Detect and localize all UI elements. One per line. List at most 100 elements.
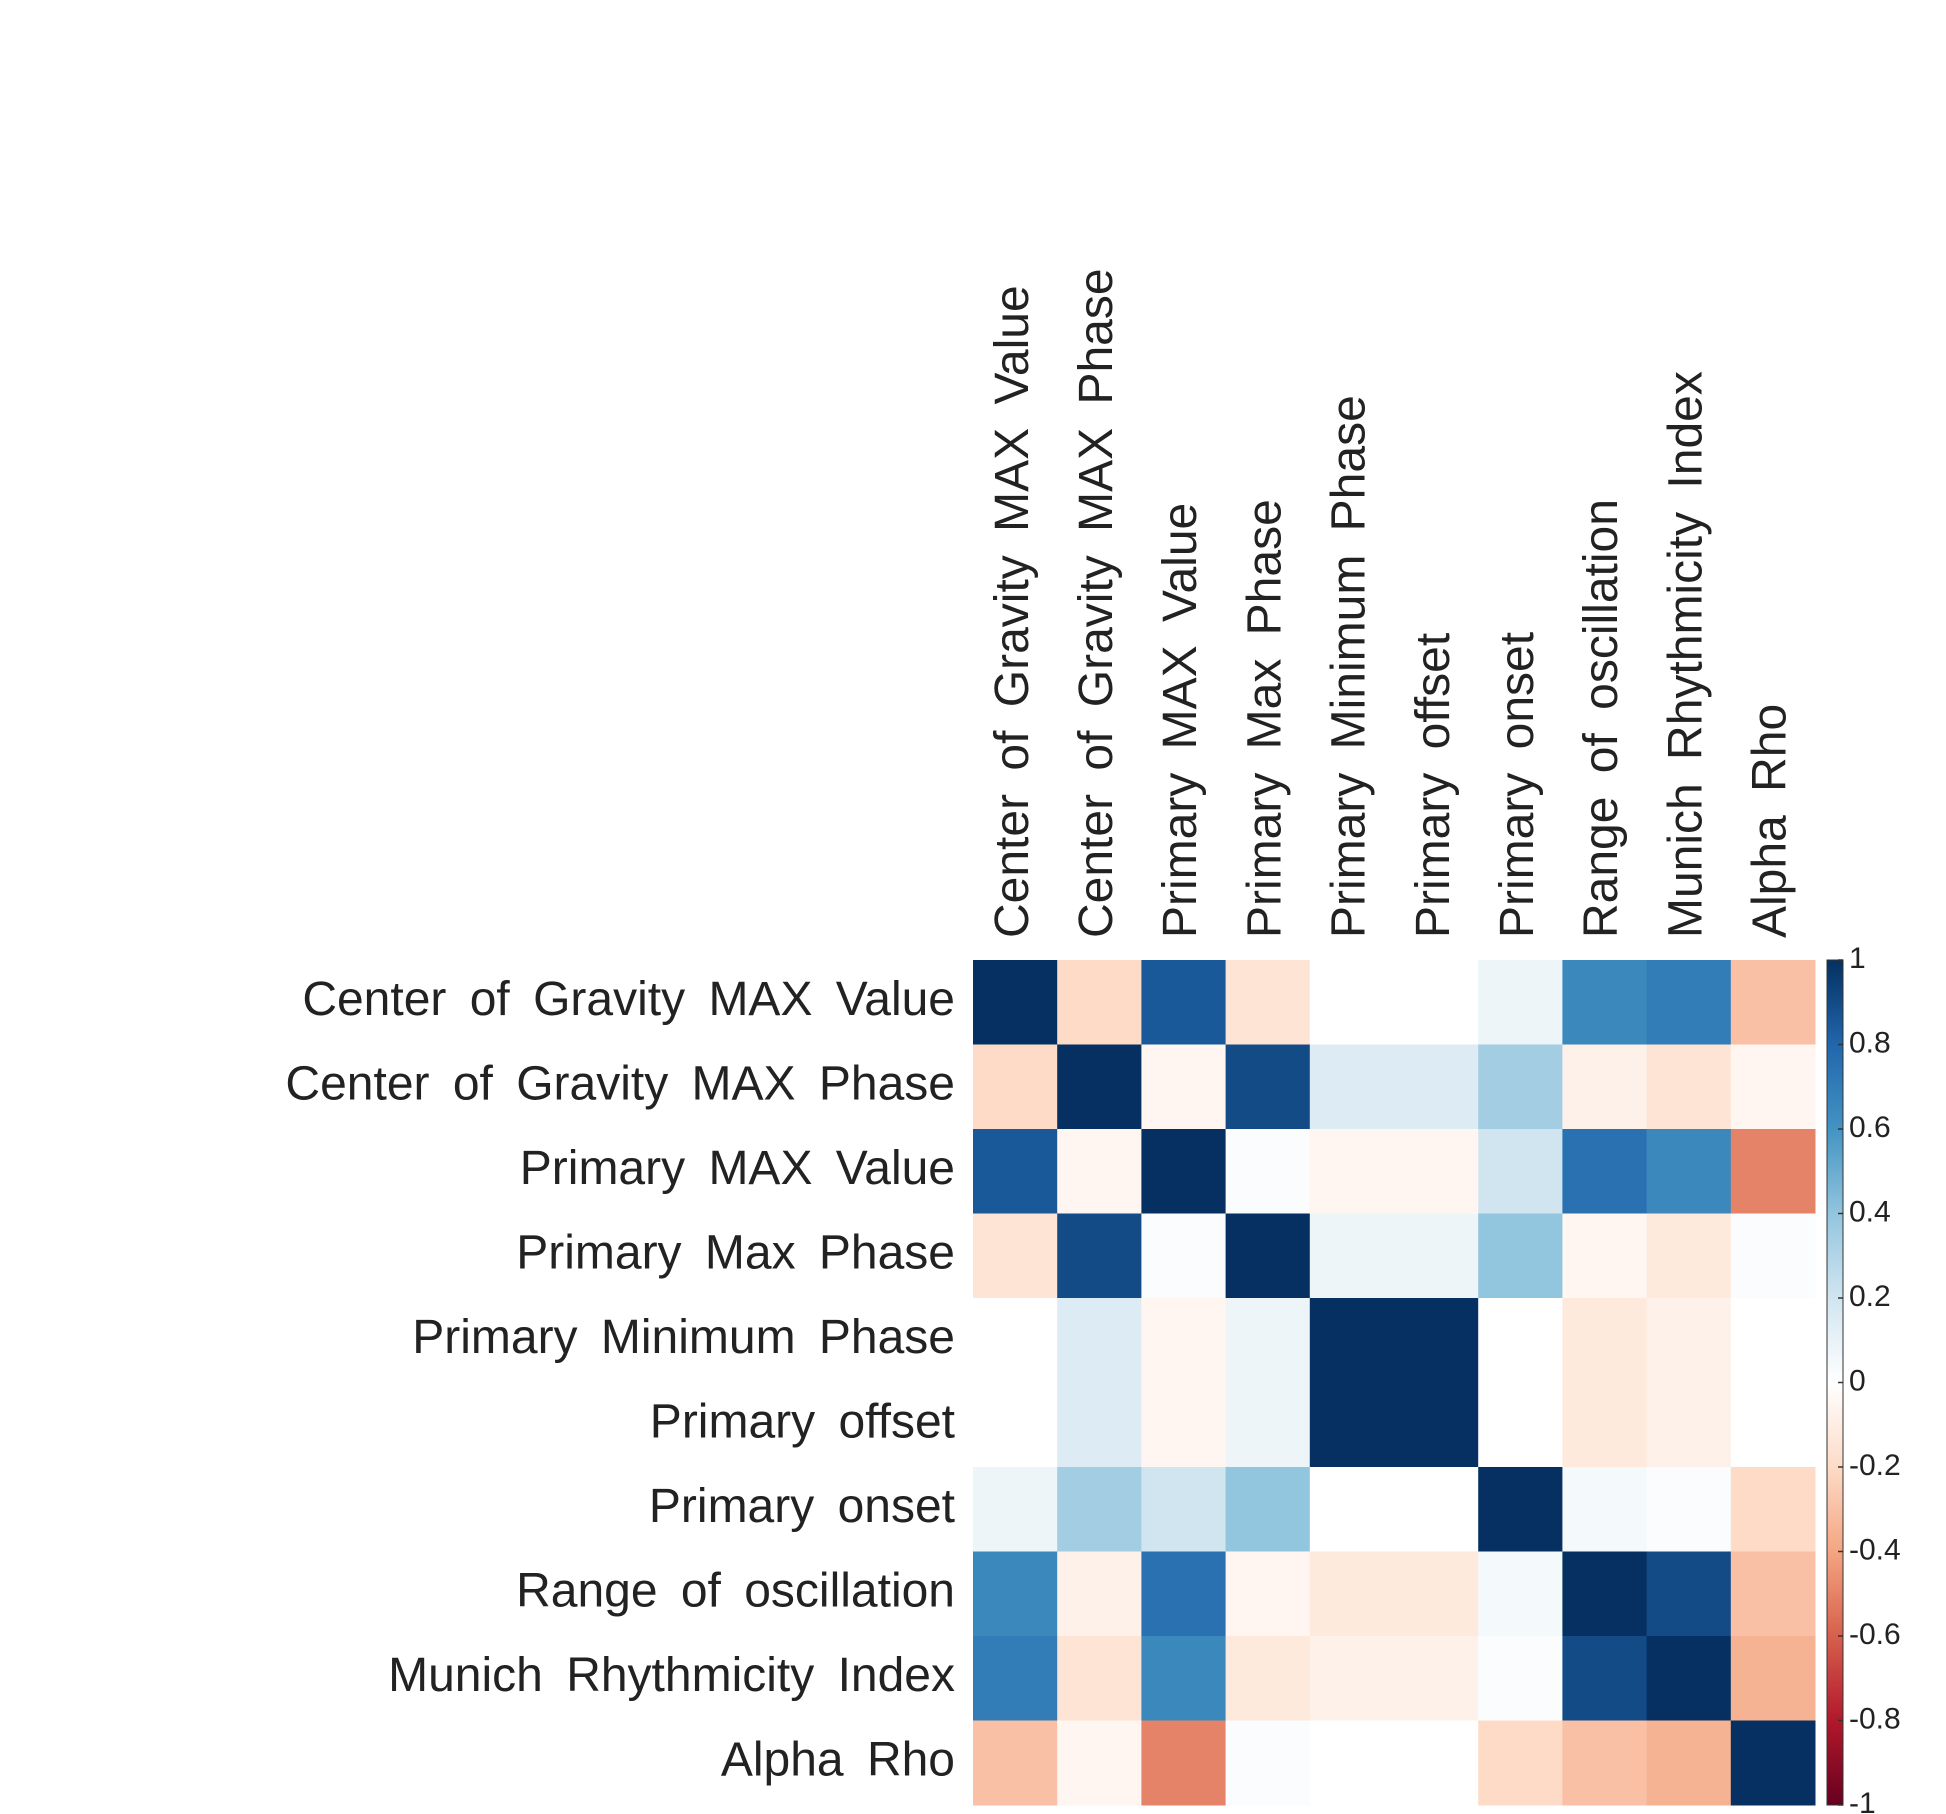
heatmap-cell	[1057, 1382, 1142, 1468]
heatmap-cell	[1141, 1044, 1227, 1130]
heatmap-cell	[1646, 1382, 1732, 1468]
heatmap-cell	[1225, 1213, 1311, 1299]
heatmap-cell	[973, 1720, 1058, 1806]
x-tick-label: Range of oscillation	[1575, 499, 1628, 938]
heatmap-cell	[1646, 960, 1732, 1045]
heatmap-cell	[1646, 1129, 1732, 1214]
heatmap-cell	[1562, 1129, 1648, 1214]
heatmap-cell	[973, 1129, 1058, 1214]
heatmap-cell	[1394, 960, 1479, 1045]
heatmap-cell	[973, 1298, 1058, 1383]
x-tick-label: Primary Minimum Phase	[1323, 395, 1376, 938]
heatmap-cell	[1730, 1720, 1816, 1806]
heatmap-cell	[1478, 1720, 1563, 1806]
colorbar-tick-label: -1	[1849, 1787, 1876, 1814]
colorbar-tick-label: 0.6	[1849, 1111, 1891, 1144]
heatmap-cell	[1141, 1129, 1227, 1214]
heatmap-cell	[1057, 1213, 1142, 1299]
heatmap-cell	[1562, 960, 1648, 1045]
heatmap-cell	[1394, 1044, 1479, 1130]
colorbar-tick-label: -0.4	[1849, 1533, 1901, 1566]
heatmap-cell	[1646, 1467, 1732, 1552]
heatmap-cell	[1562, 1551, 1648, 1637]
heatmap-cell	[1057, 1044, 1142, 1130]
heatmap-cell	[1309, 1213, 1395, 1299]
heatmap-cell	[1225, 1467, 1311, 1552]
heatmap-cell	[973, 1551, 1058, 1637]
heatmap-cell	[1646, 1720, 1732, 1806]
heatmap-cell	[1730, 1636, 1816, 1721]
heatmap-cell	[1730, 1213, 1816, 1299]
y-tick-label: Munich Rhythmicity Index	[388, 1649, 955, 1702]
heatmap-cell	[1141, 1636, 1227, 1721]
heatmap-cell	[1309, 1298, 1395, 1383]
heatmap-cell	[1309, 1129, 1395, 1214]
heatmap-cell	[1394, 1129, 1479, 1214]
y-tick-label: Range of oscillation	[516, 1564, 955, 1617]
heatmap-cell	[1562, 1636, 1648, 1721]
heatmap-cell	[1309, 1467, 1395, 1552]
heatmap-cell	[1225, 1129, 1311, 1214]
y-tick-label: Alpha Rho	[721, 1733, 955, 1786]
colorbar-tick-label: 1	[1849, 942, 1866, 975]
heatmap-cell	[1646, 1636, 1732, 1721]
heatmap-cell	[1478, 960, 1563, 1045]
heatmap-cell	[1394, 1720, 1479, 1806]
heatmap-cell	[1309, 960, 1395, 1045]
heatmap-cell	[1225, 1720, 1311, 1806]
colorbar-tick-label: 0.8	[1849, 1026, 1891, 1059]
heatmap-cell	[1562, 1044, 1648, 1130]
heatmap-cell	[1141, 1213, 1227, 1299]
heatmap-cell	[1394, 1298, 1479, 1383]
heatmap-cell	[1562, 1213, 1648, 1299]
heatmap-cell	[1646, 1044, 1732, 1130]
heatmap-cell	[1478, 1551, 1563, 1637]
heatmap-cell	[1225, 1044, 1311, 1130]
heatmap-cell	[1394, 1213, 1479, 1299]
heatmap-cell	[1562, 1467, 1648, 1552]
heatmap-cell	[1646, 1213, 1732, 1299]
heatmap-cell	[1309, 1044, 1395, 1130]
heatmap-cell	[1225, 1551, 1311, 1637]
x-tick-label: Center of Gravity MAX Phase	[1070, 268, 1123, 938]
heatmap-cell	[1478, 1129, 1563, 1214]
heatmap-cell	[1730, 1044, 1816, 1130]
heatmap-cell	[1141, 1551, 1227, 1637]
heatmap-cell	[1225, 960, 1311, 1045]
heatmap-cell	[973, 1213, 1058, 1299]
heatmap-cell	[1730, 1551, 1816, 1637]
heatmap-cell	[1141, 960, 1227, 1045]
x-tick-label: Munich Rhythmicity Index	[1659, 371, 1712, 938]
y-tick-label: Center of Gravity MAX Phase	[285, 1057, 955, 1110]
x-tick-label: Primary onset	[1491, 632, 1544, 938]
heatmap-cell	[1478, 1382, 1563, 1468]
colorbar-tick-label: -0.8	[1849, 1702, 1901, 1735]
heatmap-cell	[1225, 1382, 1311, 1468]
heatmap-cell	[1730, 1467, 1816, 1552]
heatmap-cell	[1141, 1720, 1227, 1806]
heatmap-cell	[1057, 1636, 1142, 1721]
heatmap-cell	[973, 1636, 1058, 1721]
heatmap-cell	[1057, 1129, 1142, 1214]
heatmap-cell	[1394, 1382, 1479, 1468]
heatmap-cell	[1394, 1551, 1479, 1637]
heatmap-cell	[1225, 1298, 1311, 1383]
heatmap-cell	[1225, 1636, 1311, 1721]
heatmap-cell	[1562, 1720, 1648, 1806]
heatmap-cell	[1141, 1298, 1227, 1383]
heatmap-cell	[1562, 1298, 1648, 1383]
heatmap-cell	[1309, 1382, 1395, 1468]
x-tick-label: Alpha Rho	[1744, 704, 1797, 938]
y-tick-label: Primary offset	[650, 1395, 955, 1448]
y-tick-label: Primary onset	[649, 1480, 955, 1533]
colorbar-tick-label: 0.2	[1849, 1280, 1891, 1313]
heatmap-cell	[1478, 1213, 1563, 1299]
heatmap-cell	[1562, 1382, 1648, 1468]
heatmap-cell	[1057, 1551, 1142, 1637]
heatmap-cell	[1309, 1551, 1395, 1637]
heatmap-cell	[973, 1044, 1058, 1130]
heatmap-cell	[1646, 1298, 1732, 1383]
heatmap-cell	[1478, 1636, 1563, 1721]
heatmap-cell	[1057, 1467, 1142, 1552]
